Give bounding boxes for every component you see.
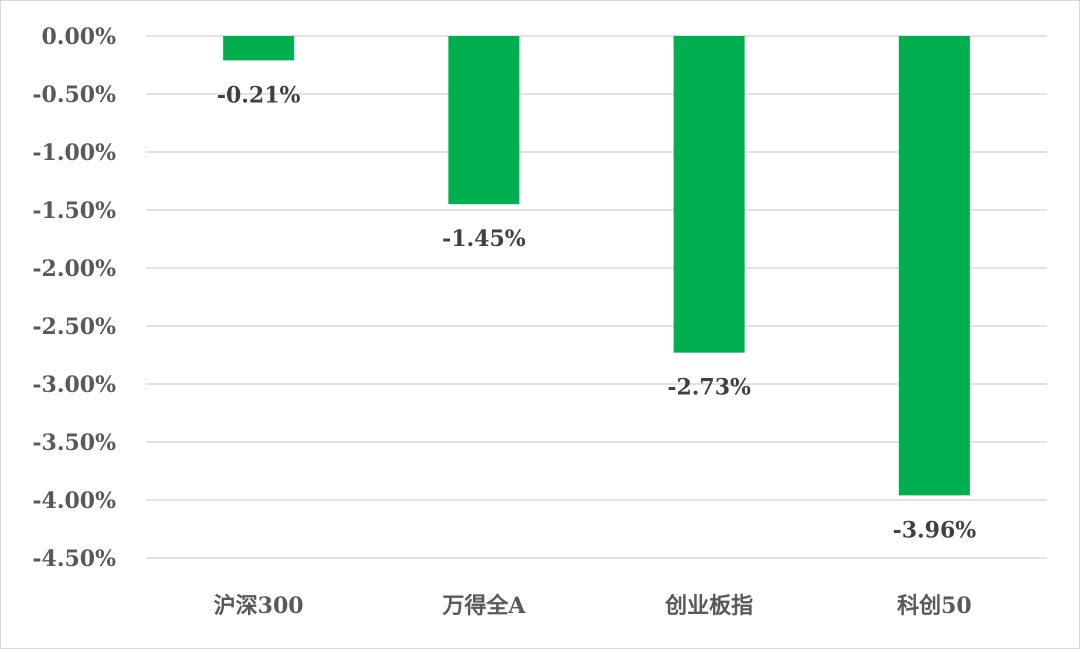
y-tick-label: -4.00% [32,488,116,514]
x-axis-category-labels: 沪深300 万得全A 创业板指 科创50 [214,593,972,619]
data-label: -3.96% [893,517,977,543]
data-label: -0.21% [217,82,301,108]
category-label: 万得全A [441,593,526,619]
y-tick-label: -3.00% [32,372,116,398]
data-label: -2.73% [667,375,751,401]
category-label: 科创50 [897,593,972,619]
bar-1 [223,36,295,61]
y-tick-label: -0.50% [32,82,116,108]
y-tick-label: -1.00% [32,140,116,166]
y-tick-label: -2.50% [32,314,116,340]
data-labels: -0.21% -1.45% -2.73% -3.96% [217,82,976,543]
y-tick-label: -1.50% [32,198,116,224]
category-label: 创业板指 [664,593,753,619]
category-label: 沪深300 [214,593,304,619]
y-tick-label: -2.00% [32,256,116,282]
y-axis-tick-labels: 0.00% -0.50% -1.00% -1.50% -2.00% -2.50% -3.00… [32,24,116,572]
bar-4 [898,36,970,496]
bar-3 [673,36,745,353]
gridlines [146,35,1047,559]
y-tick-label: -3.50% [32,430,116,456]
bars [223,36,970,496]
y-tick-label: -4.50% [32,546,116,572]
bar-2 [448,36,520,205]
y-tick-label: 0.00% [42,24,117,50]
data-label: -1.45% [442,226,526,252]
